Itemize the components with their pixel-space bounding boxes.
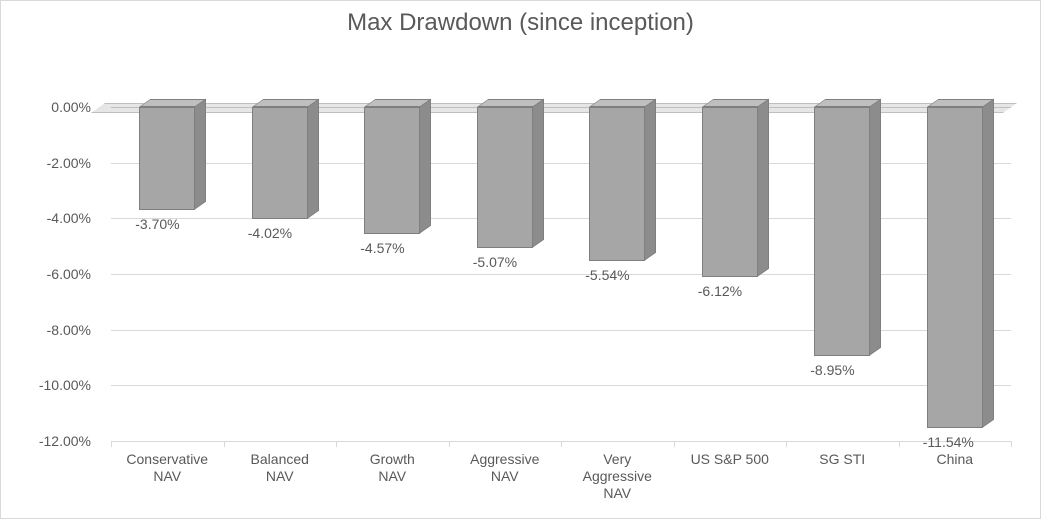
x-tick-label: AggressiveNAV [449, 451, 562, 485]
chart-title: Max Drawdown (since inception) [1, 9, 1040, 37]
bar: -11.54% [111, 71, 1011, 441]
y-tick-label: -4.00% [1, 210, 91, 226]
x-tick-mark [336, 441, 337, 447]
x-tick-mark [449, 441, 450, 447]
x-tick-mark [111, 441, 112, 447]
chart-container: Max Drawdown (since inception) 0.00%-2.0… [0, 0, 1041, 519]
x-tick-label: BalancedNAV [224, 451, 337, 485]
x-tick-mark [786, 441, 787, 447]
y-tick-label: -6.00% [1, 266, 91, 282]
y-tick-label: -12.00% [1, 433, 91, 449]
x-tick-label: China [899, 451, 1012, 468]
data-label: -11.54% [923, 434, 974, 450]
bar-side-face [982, 99, 994, 429]
x-tick-mark [899, 441, 900, 447]
y-tick-label: -8.00% [1, 322, 91, 338]
x-tick-label: ConservativeNAV [111, 451, 224, 485]
y-tick-label: 0.00% [1, 99, 91, 115]
x-tick-mark [1011, 441, 1012, 447]
x-tick-label: GrowthNAV [336, 451, 449, 485]
x-tick-label: VeryAggressiveNAV [561, 451, 674, 501]
y-tick-label: -10.00% [1, 377, 91, 393]
x-tick-mark [561, 441, 562, 447]
x-tick-label: US S&P 500 [674, 451, 787, 468]
x-tick-mark [224, 441, 225, 447]
bar-front-face [927, 107, 983, 428]
y-tick-label: -2.00% [1, 155, 91, 171]
plot-area: 0.00%-2.00%-4.00%-6.00%-8.00%-10.00%-12.… [111, 71, 1011, 441]
x-tick-label: SG STI [786, 451, 899, 468]
x-tick-mark [674, 441, 675, 447]
